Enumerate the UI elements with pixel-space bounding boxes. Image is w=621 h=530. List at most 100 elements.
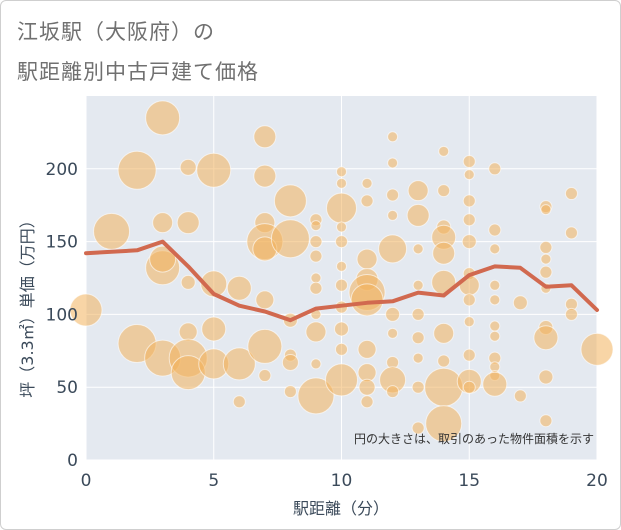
data-bubble (309, 281, 323, 295)
data-bubble (270, 219, 310, 259)
data-bubble (93, 212, 131, 250)
data-bubble (564, 187, 578, 201)
data-bubble (462, 348, 476, 362)
data-bubble (334, 321, 349, 337)
data-bubble (424, 367, 464, 407)
data-bubble (533, 325, 559, 351)
data-bubble (226, 275, 252, 301)
y-axis-label: 坪（3.3㎡）単価（万円） (18, 212, 37, 397)
data-bubble (462, 380, 476, 394)
data-bubble (462, 155, 476, 169)
y-tick-label: 50 (56, 378, 78, 398)
data-bubble (462, 213, 476, 227)
data-bubble (540, 204, 552, 216)
data-bubble (540, 253, 552, 265)
data-bubble (253, 164, 277, 188)
data-bubble (360, 395, 374, 409)
data-bubble (326, 192, 357, 224)
data-bubble (309, 249, 323, 263)
average-price-line (84, 239, 599, 323)
y-tick-label: 150 (46, 233, 78, 253)
data-bubble (387, 327, 399, 339)
chart-title-line1: 江坂駅（大阪府）の (17, 20, 215, 44)
data-bubble (412, 352, 424, 364)
data-bubble (387, 131, 399, 143)
data-bubble (335, 342, 348, 356)
data-bubble (281, 353, 299, 371)
data-bubble (411, 307, 425, 321)
size-note: 円の大きさは、取引のあった物件面積を示す (354, 431, 594, 446)
data-bubble (350, 283, 384, 317)
data-bubble (433, 322, 455, 344)
data-bubble (201, 316, 227, 342)
data-bubble (253, 125, 277, 149)
data-bubble (336, 166, 347, 178)
data-bubble (462, 293, 476, 307)
data-bubble (386, 385, 400, 399)
data-bubble (335, 235, 348, 249)
data-bubble (325, 363, 358, 397)
data-bubble (539, 240, 553, 254)
data-bubble (358, 378, 376, 396)
data-bubble (145, 100, 181, 136)
data-bubble (297, 377, 335, 415)
data-bubble (178, 322, 198, 342)
data-bubble (461, 234, 477, 250)
data-bubble (273, 184, 307, 218)
data-bubble (406, 203, 430, 227)
data-bubble (432, 241, 456, 265)
data-bubble (247, 328, 283, 364)
data-bubble (488, 162, 502, 176)
data-bubble (255, 290, 275, 310)
data-bubble (411, 380, 425, 394)
data-bubble (425, 405, 463, 443)
data-bubble (283, 385, 297, 399)
data-bubble (513, 389, 527, 403)
data-bubble (336, 260, 347, 272)
x-tick-label: 10 (331, 471, 353, 491)
data-bubble (387, 157, 399, 169)
data-bubble (69, 293, 103, 327)
data-bubble (176, 211, 200, 235)
bubble-layer (69, 100, 614, 443)
y-tick-label: 100 (46, 305, 78, 325)
x-axis-label: 駅距離（分） (293, 499, 389, 518)
data-bubble (386, 188, 400, 202)
x-tick-label: 15 (458, 471, 480, 491)
data-bubble (200, 270, 228, 298)
data-bubble (149, 245, 177, 273)
data-bubble (489, 330, 501, 342)
data-bubble (196, 152, 232, 188)
data-bubble (378, 234, 408, 264)
data-bubble (232, 395, 246, 409)
data-bubble (336, 221, 347, 233)
data-bubble (179, 158, 197, 176)
data-bubble (360, 194, 374, 208)
x-tick-label: 0 (81, 471, 92, 491)
data-bubble (412, 243, 424, 255)
data-bubble (411, 331, 425, 345)
data-bubble (580, 332, 614, 366)
data-bubble (407, 180, 429, 202)
data-bubble (482, 371, 508, 397)
x-tick-label: 5 (208, 471, 219, 491)
data-bubble (222, 347, 256, 381)
data-bubble (309, 235, 323, 249)
data-bubble (463, 169, 475, 181)
data-bubble (512, 295, 528, 311)
data-bubble (152, 212, 174, 234)
y-tick-label: 0 (67, 451, 78, 471)
data-bubble (437, 184, 451, 198)
data-bubble (539, 414, 553, 428)
data-bubble (564, 307, 578, 321)
data-bubble (539, 265, 553, 279)
data-bubble (437, 354, 451, 368)
data-bubble (538, 369, 554, 385)
data-bubble (117, 150, 157, 190)
data-bubble (489, 320, 501, 332)
data-bubble (180, 274, 196, 290)
data-bubble (411, 421, 425, 435)
data-bubble (387, 209, 399, 221)
data-bubble (412, 279, 424, 291)
